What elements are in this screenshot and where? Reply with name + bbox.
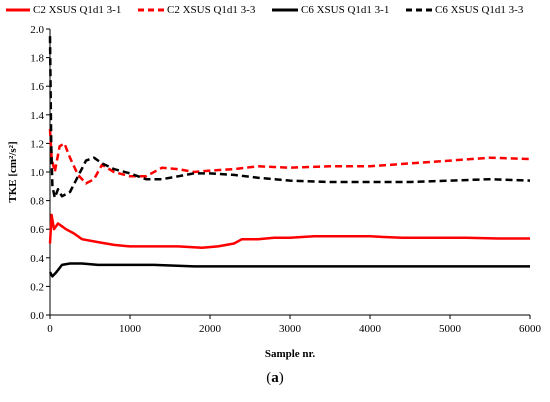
line-chart: 0.0 0.2 0.4 0.6 0.8 1.0 1.2 1.4 1.6 1.8 2.0 0 1000 20… <box>7 24 542 360</box>
legend-swatch-black-solid <box>272 8 298 12</box>
y-tick-label: 0.6 <box>30 224 44 236</box>
x-tick-label: 6000 <box>519 323 542 335</box>
x-tick-label: 0 <box>47 323 53 335</box>
y-tick-label: 1.8 <box>30 53 44 65</box>
x-tick-label: 2000 <box>199 323 222 335</box>
y-tick-label: 0.4 <box>30 253 44 265</box>
y-tick-label: 1.6 <box>30 81 44 93</box>
series-line-2 <box>48 129 531 185</box>
legend-label: C2 XSUS Q1d1 3-3 <box>167 4 256 16</box>
legend-swatch-red-dashed <box>138 8 164 12</box>
legend: C2 XSUS Q1d1 3-1 C2 XSUS Q1d1 3-3 C6 XSU… <box>6 4 546 22</box>
y-tick-label: 1.4 <box>30 110 44 122</box>
chart-series <box>48 36 531 278</box>
x-tick-label: 3000 <box>279 323 302 335</box>
legend-item-c6-33: C6 XSUS Q1d1 3-3 <box>406 4 523 16</box>
chart-axes: 0.0 0.2 0.4 0.6 0.8 1.0 1.2 1.4 1.6 1.8 2.0 0 1000 20… <box>30 24 541 335</box>
legend-label: C2 XSUS Q1d1 3-1 <box>33 4 122 16</box>
legend-label: C6 XSUS Q1d1 3-3 <box>435 4 524 16</box>
legend-item-c2-33: C2 XSUS Q1d1 3-3 <box>138 4 255 16</box>
series-line-4 <box>48 36 531 199</box>
y-axis-label: TKE [cm²/s²] <box>7 141 19 202</box>
legend-swatch-red-solid <box>6 8 30 12</box>
y-tick-label: 0.8 <box>30 196 44 208</box>
y-tick-label: 2.0 <box>30 24 44 36</box>
y-tick-label: 1.0 <box>30 167 44 179</box>
legend-item-c2-31: C2 XSUS Q1d1 3-1 <box>6 4 121 16</box>
x-axis-label: Sample nr. <box>265 348 316 360</box>
y-tick-label: 0.2 <box>30 281 44 293</box>
panel-label-close: ) <box>278 370 284 386</box>
legend-label: C6 XSUS Q1d1 3-1 <box>301 4 390 16</box>
x-tick-label: 1000 <box>119 323 142 335</box>
x-tick-label: 4000 <box>359 323 382 335</box>
x-tick-label: 5000 <box>439 323 462 335</box>
legend-item-c6-31: C6 XSUS Q1d1 3-1 <box>272 4 389 16</box>
panel-label: (a) <box>0 370 550 387</box>
panel-label-letter: a <box>271 370 279 386</box>
legend-swatch-black-dashed <box>406 8 432 12</box>
series-line-1 <box>48 213 530 250</box>
panel-label-open: ( <box>266 370 272 386</box>
series-line-3 <box>48 262 530 278</box>
y-tick-label: 0.0 <box>30 310 44 322</box>
y-tick-label: 1.2 <box>30 138 44 150</box>
